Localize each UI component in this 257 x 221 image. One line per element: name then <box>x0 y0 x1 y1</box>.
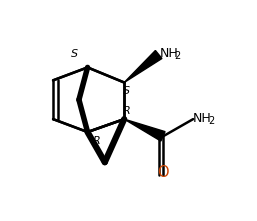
Text: R: R <box>92 136 100 146</box>
Text: NH: NH <box>160 47 179 60</box>
Text: O: O <box>157 166 169 181</box>
Text: 2: 2 <box>208 116 214 126</box>
Text: NH: NH <box>193 112 212 125</box>
Polygon shape <box>124 50 162 82</box>
Text: S: S <box>123 86 130 96</box>
Text: S: S <box>71 50 78 59</box>
Text: R: R <box>123 105 130 116</box>
Polygon shape <box>124 119 165 141</box>
Text: 2: 2 <box>175 51 181 61</box>
